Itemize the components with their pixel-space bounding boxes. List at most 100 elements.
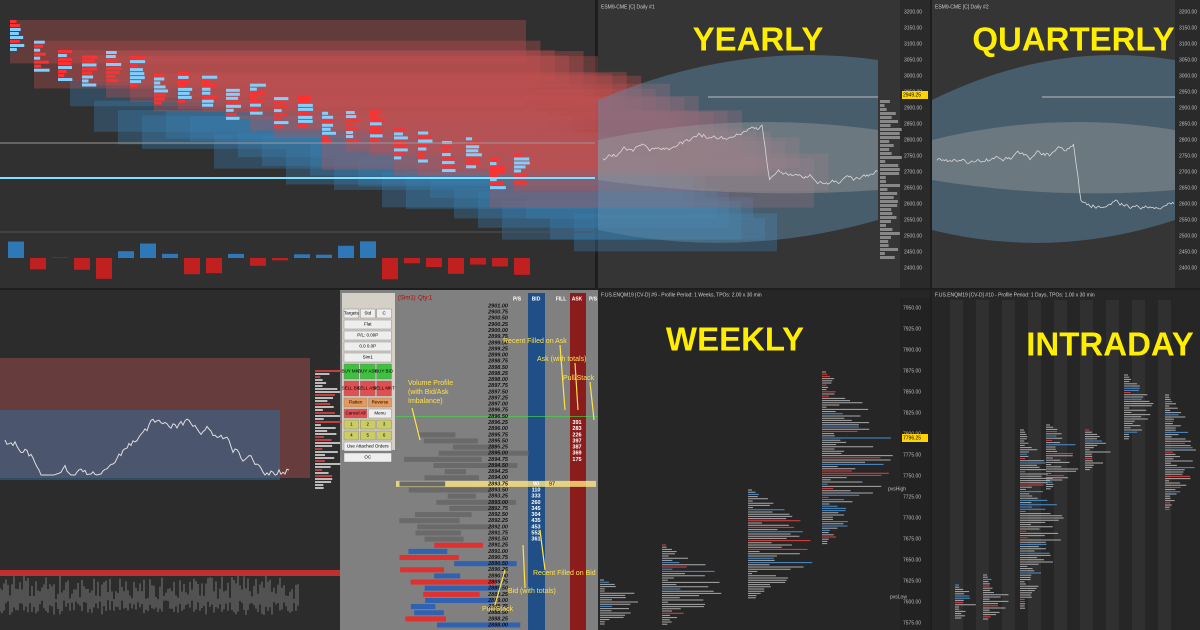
button[interactable] (376, 363, 392, 380)
button[interactable] (376, 430, 392, 441)
button[interactable] (343, 408, 368, 419)
button[interactable] (343, 452, 392, 463)
profile-bar (315, 466, 331, 468)
button[interactable] (343, 441, 392, 452)
button[interactable] (343, 397, 368, 408)
button[interactable] (360, 430, 376, 441)
footprint-cell (106, 67, 122, 71)
price-label: 2893.50 (487, 487, 508, 493)
price-label: 2895.25 (487, 445, 509, 451)
profile-bar (315, 421, 342, 423)
footprint-cell (370, 110, 383, 114)
axis-label: 2600.00 (1179, 201, 1197, 207)
button[interactable] (376, 419, 392, 430)
ask-size: 175 (572, 457, 581, 463)
axis-label: 2450.00 (904, 249, 922, 255)
button[interactable] (368, 397, 392, 408)
price-label: 2888.00 (487, 622, 508, 628)
price-label: 2897.50 (487, 389, 508, 395)
footprint-cell (322, 127, 331, 131)
delta-bar (316, 254, 332, 258)
profile-bar (880, 132, 900, 135)
footprint-cell (226, 100, 241, 104)
volume-bar (410, 579, 496, 585)
button-label: 6 (383, 433, 386, 438)
footprint-cell (130, 72, 145, 76)
axis-label: 7875.00 (903, 368, 921, 374)
price-label: 2892.50 (487, 512, 508, 518)
button-label: 0.0 0.0P (359, 344, 376, 349)
volume-band (118, 110, 549, 145)
button[interactable] (343, 352, 392, 363)
button[interactable] (343, 308, 360, 319)
panel (0, 0, 595, 288)
footprint-cell (298, 111, 311, 115)
footprint-cell (394, 148, 408, 152)
profile-bar (880, 184, 900, 187)
button-label: Sim1 (363, 355, 374, 360)
chart-header: F.US.ENQM19 [CV-D] #9 - Profile Period: … (601, 292, 762, 298)
button[interactable] (343, 430, 360, 441)
volume-bar (400, 567, 445, 573)
button-label: 4 (350, 433, 353, 438)
footprint-cell (490, 162, 497, 166)
footprint-cell (250, 83, 266, 87)
axis-label: 3200.00 (904, 9, 922, 15)
volume-bar (447, 493, 476, 499)
axis-label: 7750.00 (903, 473, 921, 479)
button[interactable] (343, 341, 392, 352)
bid-size: 110 (532, 487, 541, 493)
footprint-cell (34, 40, 45, 44)
button[interactable] (343, 380, 360, 397)
button[interactable] (343, 330, 392, 341)
footprint-cell (82, 75, 94, 79)
price-label: 2896.00 (487, 426, 508, 432)
price-label: 2895.50 (487, 438, 508, 444)
button[interactable] (343, 419, 360, 430)
delta-bar (250, 258, 266, 266)
footprint-cell (370, 130, 383, 134)
button[interactable] (343, 363, 360, 380)
price-label: 2891.00 (487, 549, 508, 555)
delta-bar (228, 253, 244, 258)
button[interactable] (360, 380, 376, 397)
button[interactable] (360, 363, 376, 380)
footprint-cell (58, 70, 67, 74)
footprint-cell (322, 123, 334, 127)
delta-bar (206, 258, 222, 274)
button[interactable] (360, 308, 376, 319)
button[interactable] (376, 380, 392, 397)
profile-bar (880, 212, 893, 215)
footprint-cell (130, 68, 143, 72)
footprint-cell (514, 157, 530, 161)
button[interactable] (368, 408, 392, 419)
button[interactable] (360, 419, 376, 430)
bid-size: 345 (531, 506, 540, 512)
profile-bar (315, 403, 331, 405)
button[interactable] (343, 319, 392, 330)
profile-bar (315, 385, 323, 387)
chart-label: YEARLY (693, 21, 824, 58)
button-label: Reverse (372, 400, 389, 405)
footprint-cell (490, 158, 499, 162)
profile-bar (315, 481, 332, 483)
button-label: BUY ASK (358, 369, 377, 374)
footprint-cell (226, 88, 240, 92)
footprint-cell (346, 139, 361, 143)
footprint-cell (370, 114, 378, 118)
ask-size: 283 (572, 426, 581, 432)
bid-size: 304 (531, 512, 541, 518)
volume-band (0, 570, 340, 576)
footprint-cell (178, 71, 189, 75)
profile-bar (880, 180, 886, 183)
footprint-cell (370, 134, 383, 138)
volume-bar (433, 463, 518, 468)
delta-bar (8, 241, 24, 258)
button[interactable] (376, 308, 392, 319)
footprint-cell (346, 135, 354, 139)
price-label: 2891.50 (487, 537, 508, 543)
axis-label: 7700.00 (903, 515, 921, 521)
annotation: Pull/Stack (482, 606, 514, 613)
volume-band (70, 80, 525, 107)
profile-bar (880, 148, 890, 151)
